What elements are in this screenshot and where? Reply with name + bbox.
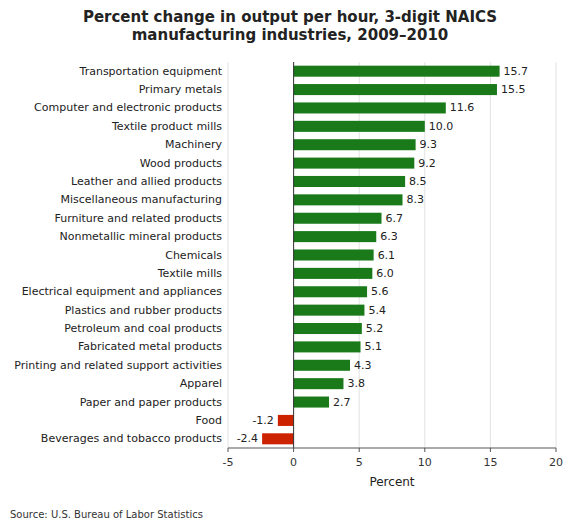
title-line: Percent change in output per hour, 3-dig…	[83, 8, 497, 26]
data-label: 9.3	[420, 138, 438, 151]
x-tick	[293, 448, 294, 452]
bar	[294, 102, 446, 113]
data-label: 5.1	[365, 340, 383, 353]
data-label: 2.7	[333, 396, 351, 409]
zero-line	[293, 62, 294, 448]
chart: Percent change in output per hour, 3-dig…	[0, 0, 580, 528]
category-label: Chemicals	[165, 249, 222, 262]
bar	[294, 268, 373, 279]
x-tick-label: -5	[223, 456, 234, 469]
bar	[294, 139, 416, 150]
title-line: manufacturing industries, 2009–2010	[132, 26, 449, 44]
x-tick	[490, 448, 491, 452]
x-tick	[424, 448, 425, 452]
data-label: 6.7	[386, 212, 404, 225]
data-label: 5.4	[368, 304, 386, 317]
title: Percent change in output per hour, 3-dig…	[83, 8, 497, 44]
category-label: Apparel	[180, 377, 222, 390]
x-tick	[228, 448, 229, 452]
data-label: 6.1	[378, 249, 396, 262]
bar	[294, 323, 362, 334]
bar	[294, 378, 344, 389]
bar	[294, 213, 382, 224]
grid	[228, 62, 556, 448]
category-label: Textile product mills	[111, 120, 222, 133]
data-label: 15.7	[504, 65, 528, 78]
category-label: Wood products	[140, 157, 222, 170]
bars	[262, 66, 499, 445]
bar	[294, 66, 500, 77]
data-label: 10.0	[429, 120, 454, 133]
bar	[294, 231, 377, 242]
x-axis-label: Percent	[369, 475, 414, 489]
data-label: 3.8	[347, 377, 365, 390]
data-label: 15.5	[501, 83, 525, 96]
category-label: Primary metals	[139, 83, 223, 96]
category-label: Printing and related support activities	[14, 359, 222, 372]
data-label: 9.2	[418, 157, 436, 170]
bar	[294, 397, 329, 408]
data-label: 6.0	[376, 267, 394, 280]
data-label: 8.5	[409, 175, 427, 188]
data-label: 8.3	[406, 193, 424, 206]
bar	[294, 360, 350, 371]
category-label: Beverages and tobacco products	[41, 432, 222, 445]
grid-line	[490, 62, 491, 448]
x-tick-label: 0	[290, 456, 297, 469]
category-label: Nonmetallic mineral products	[59, 230, 222, 243]
bar	[294, 305, 365, 316]
x-tick	[556, 448, 557, 452]
data-label: 5.2	[366, 322, 384, 335]
bar	[262, 433, 293, 444]
category-label: Fabricated metal products	[78, 340, 222, 353]
category-label: Machinery	[165, 138, 223, 151]
category-label: Miscellaneous manufacturing	[61, 193, 223, 206]
source-note: Source: U.S. Bureau of Labor Statistics	[10, 509, 203, 520]
data-label: 4.3	[354, 359, 372, 372]
category-label: Petroleum and coal products	[64, 322, 222, 335]
data-label: 5.6	[371, 285, 389, 298]
bar	[294, 194, 403, 205]
category-label: Plastics and rubber products	[65, 304, 223, 317]
category-label: Textile mills	[157, 267, 223, 280]
bar	[294, 84, 497, 95]
bar	[278, 415, 294, 426]
data-label: -1.2	[252, 414, 273, 427]
x-tick	[359, 448, 360, 452]
grid-line	[228, 62, 229, 448]
x-tick-label: 5	[356, 456, 363, 469]
category-label: Computer and electronic products	[34, 101, 222, 114]
grid-line	[293, 62, 294, 448]
x-tick-label: 10	[418, 456, 432, 469]
x-axis-line	[228, 448, 556, 449]
category-label: Paper and paper products	[80, 396, 223, 409]
category-label: Transportation equipment	[79, 65, 223, 78]
data-label: 6.3	[380, 230, 398, 243]
bar	[294, 121, 425, 132]
category-label: Leather and allied products	[71, 175, 222, 188]
bar	[294, 158, 415, 169]
bar	[294, 249, 374, 260]
grid-line	[556, 62, 557, 448]
x-tick-label: 15	[483, 456, 497, 469]
x-tick-label: 20	[549, 456, 563, 469]
data-label: -2.4	[237, 432, 258, 445]
grid-line	[424, 62, 425, 448]
category-label: Food	[196, 414, 222, 427]
category-label: Electrical equipment and appliances	[22, 285, 223, 298]
data-label: 11.6	[450, 101, 475, 114]
category-label: Furniture and related products	[54, 212, 222, 225]
bar	[294, 286, 367, 297]
bar	[294, 341, 361, 352]
bar	[294, 176, 406, 187]
